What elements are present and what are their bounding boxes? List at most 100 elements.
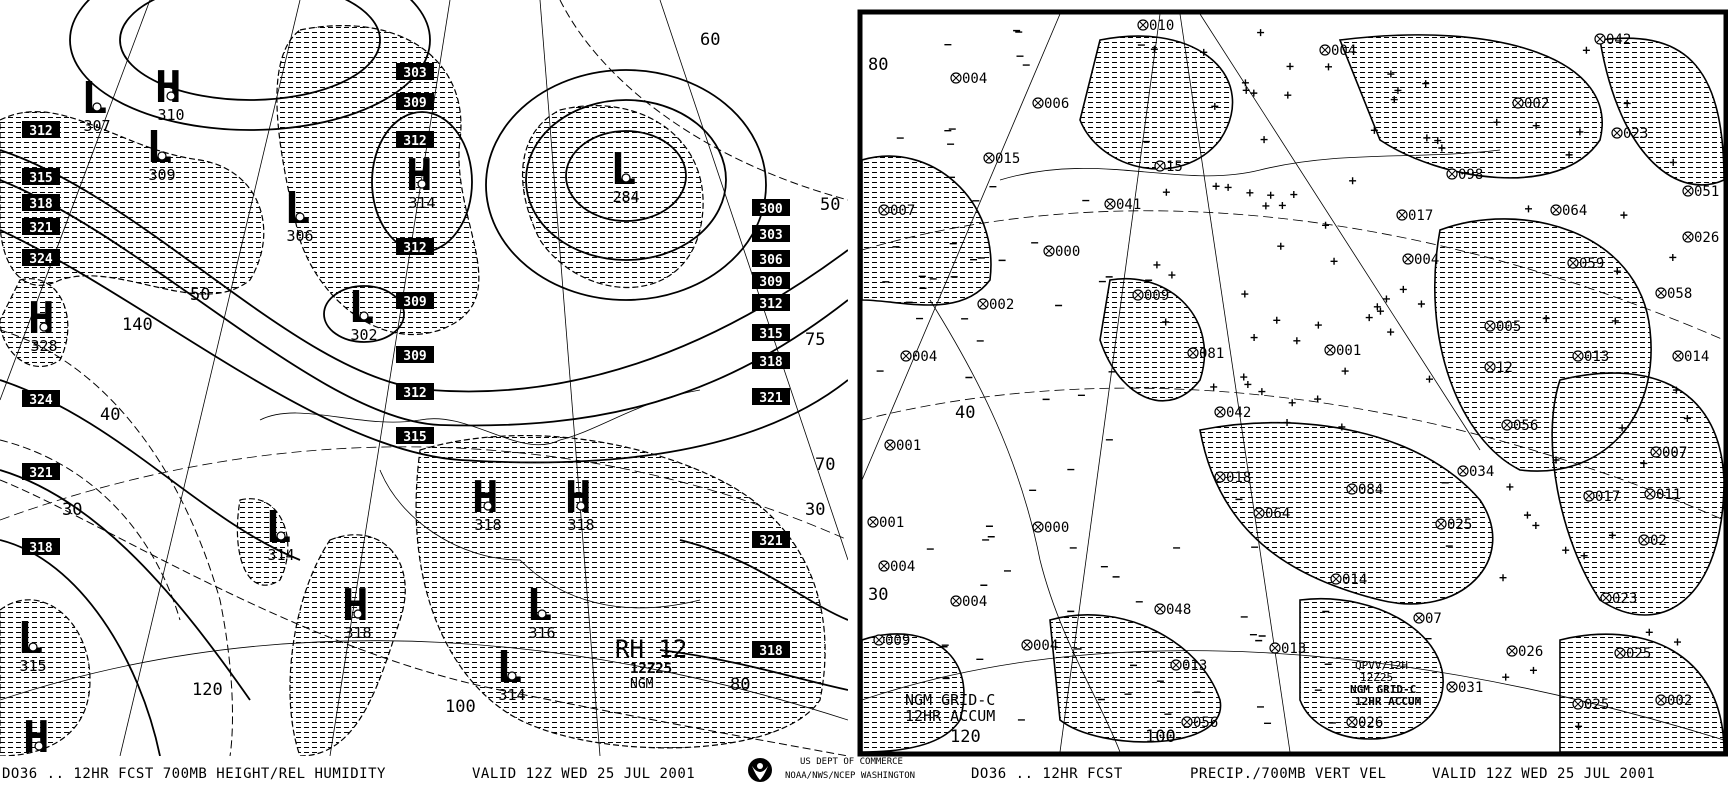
svg-text:064: 064 — [1562, 203, 1587, 219]
precip-value: 015 — [983, 151, 1020, 167]
precip-value: 002 — [977, 297, 1014, 313]
svg-text:004: 004 — [1033, 638, 1058, 654]
svg-text:315: 315 — [759, 327, 782, 342]
noaa-logo — [748, 758, 772, 782]
precip-value: 058 — [1655, 286, 1692, 302]
height-label: 312 — [22, 121, 60, 139]
svg-text:312: 312 — [29, 124, 52, 139]
center-marker-icon — [483, 501, 493, 511]
precip-contour-label: 80 — [868, 55, 888, 75]
height-label: 318 — [752, 641, 790, 659]
height-label: 312 — [396, 383, 434, 401]
svg-text:H: H — [155, 62, 182, 113]
agency-line2: NOAA/NWS/NCEP WASHINGTON — [785, 771, 916, 781]
svg-text:306: 306 — [286, 227, 313, 245]
svg-text:L: L — [81, 73, 108, 124]
precip-contour-label: 40 — [955, 403, 975, 423]
high-center: H — [23, 712, 50, 756]
precip-contour-label: 30 — [868, 585, 888, 605]
height-label: 315 — [396, 427, 434, 445]
svg-text:002: 002 — [1524, 96, 1549, 112]
svg-text:098: 098 — [1458, 167, 1483, 183]
svg-text:L: L — [496, 642, 523, 693]
svg-text:014: 014 — [1684, 349, 1709, 365]
svg-text:034: 034 — [1469, 464, 1494, 480]
svg-text:026: 026 — [1518, 644, 1543, 660]
height-label: 321 — [752, 388, 790, 406]
height-label: 315 — [22, 168, 60, 186]
svg-text:309: 309 — [403, 349, 426, 364]
precip-value: 005 — [1484, 319, 1521, 335]
svg-text:011: 011 — [1656, 487, 1681, 503]
svg-text:309: 309 — [403, 96, 426, 111]
svg-text:058: 058 — [1667, 286, 1692, 302]
precip-value: 059 — [1567, 256, 1604, 272]
svg-text:025: 025 — [1626, 646, 1651, 662]
svg-text:318: 318 — [474, 516, 501, 534]
rh-contour-label: 50 — [820, 195, 840, 215]
precip-value: 042 — [1214, 405, 1251, 421]
precip-value: 07 — [1413, 611, 1442, 627]
precip-value: 026 — [1506, 644, 1543, 660]
height-label: 303 — [752, 225, 790, 243]
svg-text:312: 312 — [403, 386, 426, 401]
precip-value: 010 — [1137, 18, 1174, 34]
svg-text:302: 302 — [350, 326, 377, 344]
precip-value: 001 — [884, 438, 921, 454]
precip-value: 064 — [1253, 506, 1290, 522]
svg-text:006: 006 — [1044, 96, 1069, 112]
precip-value: 026 — [1682, 230, 1719, 246]
height-label: 306 — [752, 250, 790, 268]
precip-value: 051 — [1682, 184, 1719, 200]
precip-shading — [862, 34, 1724, 752]
vertical-velocity-signs — [876, 29, 1691, 730]
rh-contour-labels: 60 50 140 40 30 120 100 80 75 70 30 50 — [62, 30, 840, 717]
center-marker-icon — [417, 179, 427, 189]
svg-text:309: 309 — [148, 166, 175, 184]
svg-text:318: 318 — [567, 516, 594, 534]
rh-contour-label: 30 — [805, 500, 825, 520]
svg-text:004: 004 — [962, 594, 987, 610]
precip-values: 010 004 042 004 006 002 023 015 15 098 051 007 041 01… — [867, 18, 1719, 731]
center-marker-icon — [166, 91, 176, 101]
svg-text:318: 318 — [759, 355, 783, 370]
rh-contour-label: 40 — [100, 405, 120, 425]
height-label: 312 — [396, 238, 434, 256]
precip-value: 011 — [1644, 487, 1681, 503]
precip-value: 006 — [1032, 96, 1069, 112]
svg-text:025: 025 — [1584, 697, 1609, 713]
precip-value: 025 — [1435, 517, 1472, 533]
center-marker-icon — [276, 531, 286, 541]
precip-value: 034 — [1457, 464, 1494, 480]
svg-text:314: 314 — [267, 546, 294, 564]
label-model: NGM — [630, 677, 654, 692]
svg-text:017: 017 — [1595, 489, 1620, 505]
svg-text:007: 007 — [890, 203, 915, 219]
precip-value: 007 — [1650, 445, 1687, 461]
svg-text:02: 02 — [1650, 533, 1667, 549]
svg-text:023: 023 — [1623, 126, 1648, 142]
precip-label-block: NGM GRID-C 12HR ACCUM QPVV/12H 12Z25 NGM… — [905, 659, 1422, 725]
svg-text:001: 001 — [879, 515, 904, 531]
svg-text:321: 321 — [759, 391, 783, 406]
precip-value: 004 — [950, 594, 987, 610]
rh-contours — [0, 0, 848, 756]
center-marker-icon — [157, 151, 167, 161]
precip-value: 056 — [1501, 418, 1538, 434]
height-label: 300 — [752, 199, 790, 217]
svg-text:042: 042 — [1226, 405, 1251, 421]
right-footer-product: PRECIP./700MB VERT VEL — [1190, 766, 1387, 782]
svg-text:L: L — [146, 122, 173, 173]
svg-text:026: 026 — [1694, 230, 1719, 246]
svg-text:328: 328 — [30, 337, 57, 355]
rh-contour-label: 30 — [62, 500, 82, 520]
precip-value: 013 — [1269, 641, 1306, 657]
svg-text:306: 306 — [759, 253, 783, 268]
label-line1: NGM GRID-C — [905, 691, 995, 709]
